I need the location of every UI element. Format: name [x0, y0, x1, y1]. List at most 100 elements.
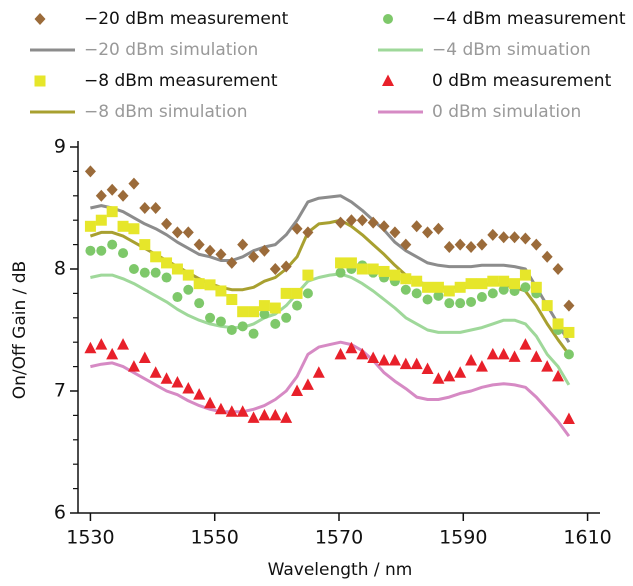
marker	[248, 250, 260, 263]
marker	[411, 275, 423, 287]
marker	[259, 309, 270, 320]
marker	[335, 257, 347, 269]
marker	[194, 298, 205, 309]
marker	[530, 238, 542, 251]
legend-label: 0 dBm simulation	[432, 102, 581, 122]
marker	[149, 366, 162, 378]
marker	[84, 341, 97, 354]
marker	[248, 328, 259, 339]
marker	[237, 321, 248, 332]
y-axis-label: On/Off Gain / dB	[10, 261, 30, 399]
marker	[291, 222, 303, 235]
marker	[182, 269, 194, 281]
marker	[486, 347, 499, 360]
marker	[225, 405, 238, 417]
marker	[215, 248, 227, 261]
legend-label: −8 dBm simulation	[84, 102, 248, 122]
marker	[96, 245, 107, 256]
marker	[465, 278, 477, 290]
marker	[552, 318, 564, 330]
legend-label: −20 dBm simulation	[84, 40, 258, 60]
marker	[171, 263, 183, 275]
marker	[356, 347, 369, 360]
marker	[432, 222, 444, 235]
marker	[236, 405, 249, 417]
marker	[117, 338, 130, 350]
marker	[280, 287, 292, 299]
marker	[443, 285, 455, 297]
marker	[563, 326, 575, 338]
marker	[356, 263, 368, 275]
marker	[399, 357, 412, 370]
marker	[161, 217, 173, 230]
marker	[443, 241, 455, 254]
marker	[84, 220, 96, 232]
marker	[139, 267, 150, 278]
marker	[302, 226, 314, 239]
marker	[498, 231, 510, 244]
marker	[139, 239, 151, 251]
marker	[476, 238, 488, 251]
marker	[106, 347, 119, 360]
legend-label: −4 dBm measurement	[432, 9, 626, 29]
marker	[106, 206, 118, 218]
marker	[138, 351, 151, 364]
marker	[334, 347, 347, 360]
marker	[389, 269, 401, 281]
marker	[422, 281, 434, 293]
marker	[367, 351, 380, 364]
marker	[204, 396, 217, 409]
marker	[85, 245, 96, 256]
marker	[139, 202, 151, 214]
marker	[258, 244, 270, 257]
marker	[161, 257, 173, 269]
marker	[280, 260, 292, 273]
marker	[204, 279, 216, 291]
marker	[193, 238, 205, 251]
marker	[182, 382, 195, 394]
marker	[563, 349, 574, 360]
marker	[378, 220, 390, 233]
marker	[117, 220, 129, 232]
marker	[302, 269, 314, 281]
marker	[291, 384, 304, 396]
marker	[345, 257, 357, 269]
marker	[562, 412, 575, 425]
simulation-line	[90, 340, 571, 437]
marker	[335, 216, 347, 229]
marker	[432, 372, 445, 384]
marker	[519, 338, 532, 350]
legend-label: −8 dBm measurement	[84, 71, 278, 91]
marker	[215, 316, 226, 327]
marker	[454, 238, 466, 251]
marker	[172, 292, 183, 303]
marker	[541, 250, 553, 263]
marker	[117, 189, 129, 202]
marker	[465, 354, 478, 366]
marker	[214, 402, 227, 415]
marker	[84, 165, 96, 178]
marker	[182, 226, 194, 239]
marker	[541, 300, 553, 312]
marker	[466, 296, 477, 307]
marker	[335, 267, 346, 278]
marker	[367, 216, 379, 229]
marker	[552, 263, 564, 275]
marker	[454, 281, 466, 293]
marker	[128, 177, 140, 190]
marker	[552, 369, 565, 382]
marker	[400, 284, 411, 295]
marker	[270, 318, 281, 329]
marker	[465, 241, 477, 254]
marker	[519, 232, 531, 245]
marker	[204, 244, 216, 257]
marker	[301, 378, 314, 390]
marker	[150, 202, 162, 214]
marker	[95, 338, 108, 350]
marker	[312, 366, 325, 378]
marker	[345, 214, 357, 227]
marker	[388, 354, 401, 366]
marker	[292, 300, 303, 311]
simulation-line	[90, 194, 571, 343]
x-tick-label: 1530	[66, 527, 114, 549]
